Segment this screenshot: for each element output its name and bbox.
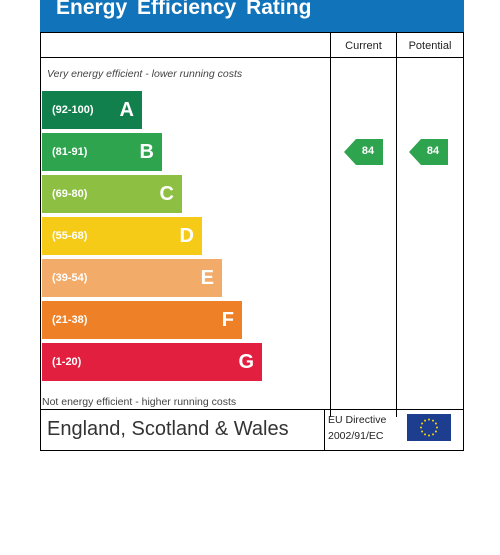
- current-column-header: Current: [345, 40, 382, 52]
- potential-column-divider: [396, 33, 397, 417]
- eu-star: [421, 430, 424, 433]
- band-range-label: (92-100): [52, 104, 94, 116]
- footer-column-divider: [324, 409, 325, 450]
- band-range-label: (1-20): [52, 356, 82, 368]
- eu-flag-icon: [407, 414, 451, 441]
- eu-star: [432, 433, 434, 436]
- eu-star: [428, 434, 430, 437]
- chart-title: Energy Efficiency Rating: [56, 0, 312, 19]
- band-range-label: (39-54): [52, 272, 88, 284]
- header-divider: [41, 57, 463, 58]
- rating-frame: Current Potential Very energy efficient …: [40, 32, 464, 451]
- region-label: England, Scotland & Wales: [47, 418, 289, 440]
- rating-band-d: (55-68) D: [42, 217, 202, 255]
- band-range-label: (81-91): [52, 146, 88, 158]
- eu-directive: EU Directive 2002/91/EC: [328, 412, 386, 444]
- band-letter: D: [179, 225, 194, 247]
- potential-rating-arrow: 84: [409, 139, 448, 165]
- eu-star: [421, 422, 424, 425]
- bottom-caption: Not energy efficient - higher running co…: [42, 396, 237, 408]
- eu-directive-line1: EU Directive: [328, 414, 387, 426]
- rating-band-b: (81-91) B: [42, 133, 162, 171]
- band-letter: C: [159, 183, 174, 205]
- potential-column-header: Potential: [408, 40, 452, 52]
- band-letter: A: [119, 99, 134, 121]
- rating-band-f: (21-38) F: [42, 301, 242, 339]
- eu-star: [424, 419, 426, 422]
- rating-band-e: (39-54) E: [42, 259, 222, 297]
- eu-directive-line2: 2002/91/EC: [328, 430, 384, 442]
- eu-star: [436, 426, 438, 429]
- rating-band-g: (1-20) G: [42, 343, 262, 381]
- top-caption: Very energy efficient - lower running co…: [47, 68, 243, 80]
- current-rating-value: 84: [361, 145, 375, 157]
- band-range-label: (55-68): [52, 230, 88, 242]
- rating-band-c: (69-80) C: [42, 175, 182, 213]
- current-rating-arrow: 84: [344, 139, 383, 165]
- current-column-divider: [330, 33, 331, 417]
- energy-efficiency-rating-chart: Energy Efficiency Rating Current Potenti…: [40, 0, 464, 451]
- band-letter: B: [139, 141, 154, 163]
- footer-divider: [41, 409, 463, 410]
- rating-band-a: (92-100) A: [42, 91, 142, 129]
- eu-star: [432, 419, 434, 422]
- band-letter: E: [200, 267, 214, 289]
- title-bar: Energy Efficiency Rating: [40, 0, 464, 32]
- band-range-label: (21-38): [52, 314, 88, 326]
- eu-star: [428, 418, 430, 421]
- band-letter: F: [221, 309, 234, 331]
- eu-star: [424, 433, 426, 436]
- eu-star: [434, 430, 437, 433]
- band-range-label: (69-80): [52, 188, 88, 200]
- eu-star: [420, 426, 422, 429]
- band-letter: G: [238, 351, 254, 373]
- potential-rating-value: 84: [426, 145, 440, 157]
- eu-star: [434, 422, 437, 425]
